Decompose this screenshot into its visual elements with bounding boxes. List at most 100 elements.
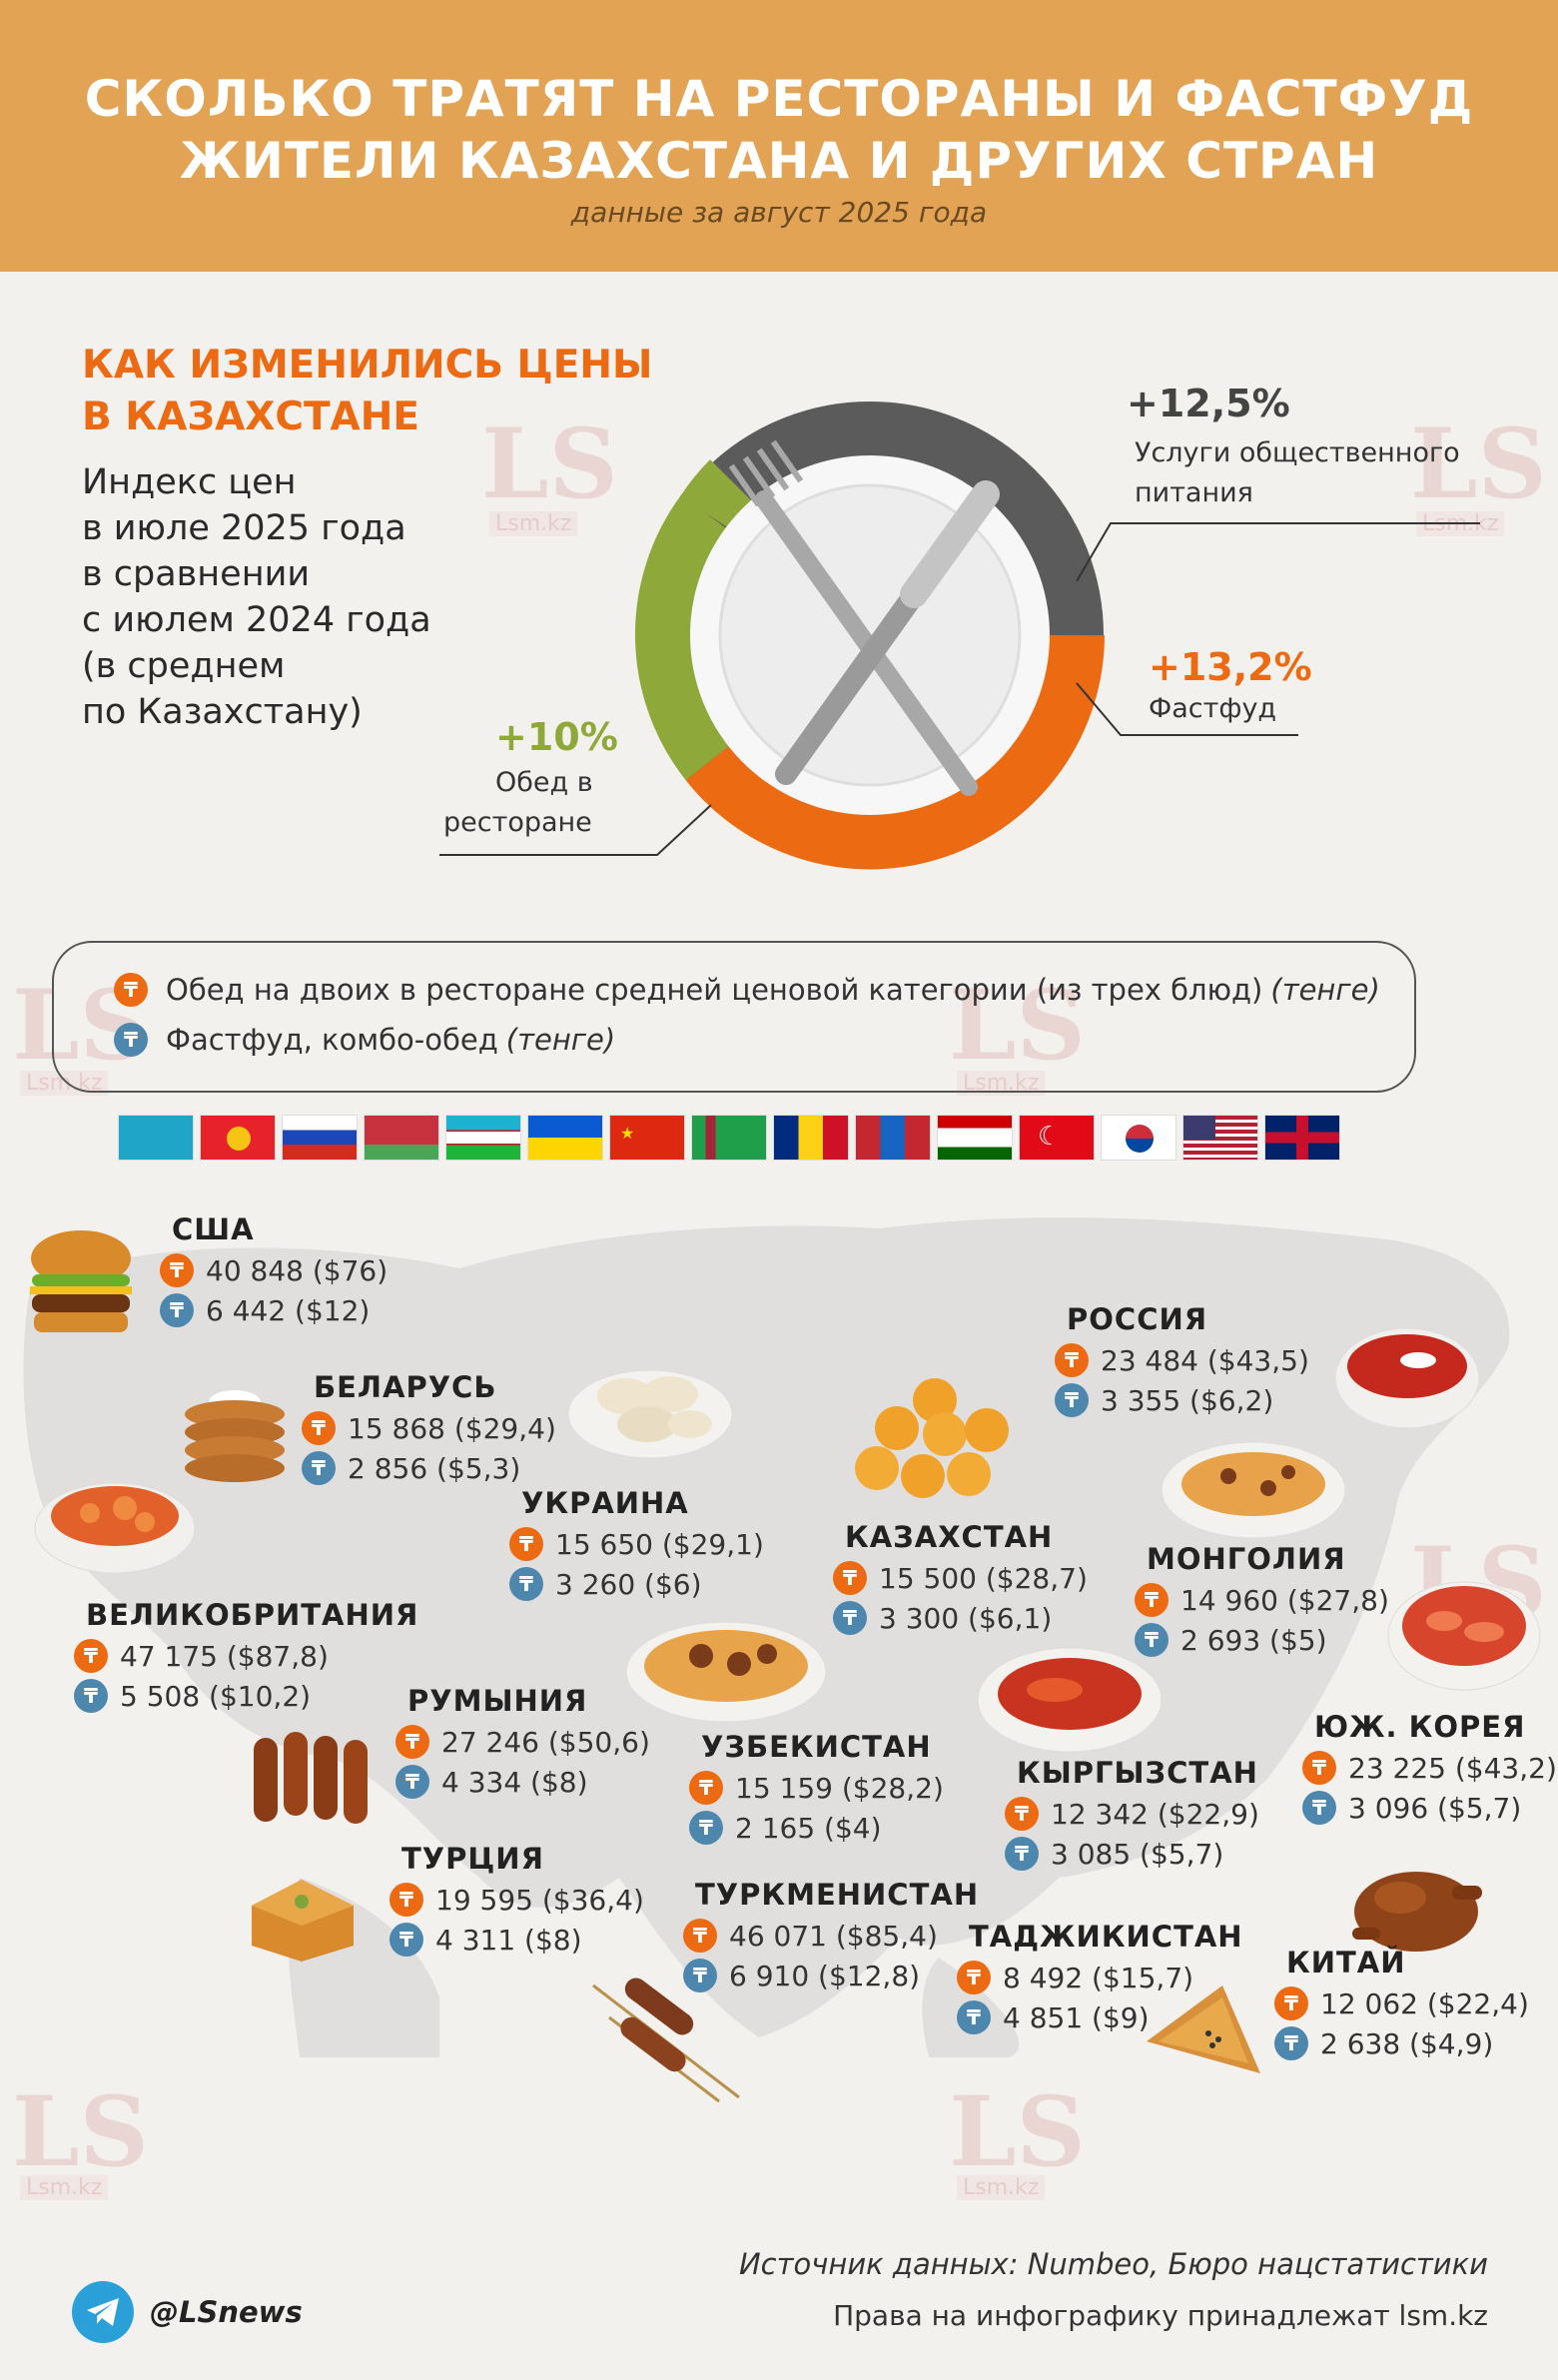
sausages-icon <box>254 1732 368 1824</box>
watermark-logo: LS <box>1410 407 1547 520</box>
legend-item-fastfood: ₸ Фастфуд, комбо-обед (тенге) <box>114 1023 615 1057</box>
tenge-badge-icon: ₸ <box>1005 1837 1039 1871</box>
tenge-badge-icon: ₸ <box>114 973 148 1007</box>
tenge-badge-icon: ₸ <box>160 1253 194 1287</box>
dumplings-icon <box>567 1369 733 1459</box>
country-uzbekistan: УЗБЕКИСТАН ₸ 15 159 ($28,2) ₸ 2 165 ($4) <box>689 1730 944 1848</box>
kebab-skewers-icon <box>592 1978 740 2103</box>
fastfood-price: 4 851 ($9) <box>1003 2000 1150 2034</box>
country-name: ВЕЛИКОБРИТАНИЯ <box>86 1598 419 1632</box>
restaurant-price: 14 960 ($27,8) <box>1180 1583 1389 1617</box>
services-label-line2: питания <box>1135 477 1253 508</box>
section-title-line1: КАК ИЗМЕНИЛИСЬ ЦЕНЫ <box>82 343 653 388</box>
tenge-badge-icon: ₸ <box>302 1451 336 1485</box>
tenge-badge-icon: ₸ <box>74 1639 108 1673</box>
flag-south-korea-icon <box>1101 1115 1176 1161</box>
tenge-badge-icon: ₸ <box>509 1527 543 1561</box>
country-name: США <box>172 1212 255 1246</box>
fastfood-price: 2 638 ($4,9) <box>1320 2026 1494 2060</box>
restaurant-price: 23 484 ($43,5) <box>1101 1343 1309 1377</box>
flag-tajikistan-icon <box>937 1115 1013 1161</box>
country-name: ЮЖ. КОРЕЯ <box>1314 1710 1526 1744</box>
page-title-line2: ЖИТЕЛИ КАЗАХСТАНА И ДРУГИХ СТРАН <box>179 132 1379 190</box>
tenge-badge-icon: ₸ <box>74 1679 108 1713</box>
legend-box: ₸ Обед на двоих в ресторане средней цено… <box>52 941 1416 1093</box>
country-romania: РУМЫНИЯ ₸ 27 246 ($50,6) ₸ 4 334 ($8) <box>395 1684 650 1802</box>
plov-plate-icon <box>625 1621 827 1723</box>
tenge-badge-icon: ₸ <box>689 1771 723 1805</box>
tenge-badge-icon: ₸ <box>957 2000 991 2034</box>
services-leader-line <box>1076 522 1480 582</box>
watermark-site: Lsm.kz <box>957 2175 1046 2200</box>
flag-russia-icon <box>282 1115 358 1161</box>
flag-china-icon: ★ <box>609 1115 685 1161</box>
tenge-badge-icon: ₸ <box>390 1883 423 1917</box>
country-name: УКРАИНА <box>521 1486 689 1520</box>
legend-restaurant-text: Обед на двоих в ресторане средней ценово… <box>166 973 1263 1007</box>
tenge-badge-icon: ₸ <box>1302 1791 1336 1825</box>
plate-donut-chart <box>634 401 1105 870</box>
flag-romania-icon <box>773 1115 849 1161</box>
country-kazakhstan: КАЗАХСТАН ₸ 15 500 ($28,7) ₸ 3 300 ($6,1) <box>833 1520 1088 1638</box>
restaurant-leader-line <box>439 804 712 856</box>
country-name: ТУРЦИЯ <box>401 1842 544 1876</box>
country-kyrgyzstan: КЫРГЫЗСТАН ₸ 12 342 ($22,9) ₸ 3 085 ($5,7) <box>1005 1756 1259 1874</box>
country-turkmenistan: ТУРКМЕНИСТАН ₸ 46 071 ($85,4) ₸ 6 910 ($12… <box>683 1878 979 1995</box>
source-note: Источник данных: Numbeo, Бюро нацстатист… <box>738 2247 1488 2281</box>
restaurant-label-line1: Обед в <box>495 767 593 798</box>
telegram-link[interactable]: @LSnews <box>72 2281 303 2343</box>
tenge-badge-icon: ₸ <box>1302 1751 1336 1785</box>
tenge-badge-icon: ₸ <box>1274 2026 1308 2060</box>
restaurant-price: 23 225 ($43,2) <box>1348 1751 1557 1785</box>
fastfood-pct: +13,2% <box>1149 645 1312 689</box>
tenge-badge-icon: ₸ <box>683 1959 717 1992</box>
country-china: КИТАЙ ₸ 12 062 ($22,4) ₸ 2 638 ($4,9) <box>1274 1946 1529 2063</box>
tenge-badge-icon: ₸ <box>395 1765 429 1799</box>
fastfood-price: 3 260 ($6) <box>555 1567 702 1601</box>
donut-segment-restaurant <box>634 494 735 781</box>
restaurant-price: 15 650 ($29,1) <box>555 1527 764 1561</box>
page-subtitle: данные за август 2025 года <box>570 196 988 229</box>
restaurant-price: 40 848 ($76) <box>206 1253 389 1287</box>
legend-fastfood-text: Фастфуд, комбо-обед <box>166 1023 498 1057</box>
index-text-line: с июлем 2024 года <box>82 600 431 640</box>
tenge-badge-icon: ₸ <box>1135 1583 1168 1617</box>
restaurant-price: 8 492 ($15,7) <box>1003 1961 1194 1994</box>
restaurant-pct: +10% <box>495 715 618 759</box>
baursak-icon <box>855 1378 1009 1498</box>
tenge-badge-icon: ₸ <box>1005 1797 1039 1831</box>
legend-restaurant-unit: (тенге) <box>1270 973 1380 1007</box>
country-name: ТАДЖИКИСТАН <box>969 1920 1243 1954</box>
tenge-badge-icon: ₸ <box>395 1725 429 1759</box>
restaurant-price: 27 246 ($50,6) <box>441 1725 650 1759</box>
header-banner: СКОЛЬКО ТРАТЯТ НА РЕСТОРАНЫ И ФАСТФУД ЖИ… <box>0 0 1558 272</box>
borscht-bowl-icon <box>1334 1327 1480 1429</box>
baklava-icon <box>252 1880 354 1962</box>
restaurant-price: 19 595 ($36,4) <box>435 1883 644 1917</box>
watermark-site: Lsm.kz <box>20 2175 109 2200</box>
flag-mongolia-icon <box>855 1115 931 1161</box>
section-title-line2: В КАЗАХСТАНЕ <box>82 395 420 439</box>
tenge-badge-icon: ₸ <box>833 1561 867 1595</box>
tenge-badge-icon: ₸ <box>114 1023 148 1057</box>
country-tajikistan: ТАДЖИКИСТАН ₸ 8 492 ($15,7) ₸ 4 851 ($9) <box>957 1920 1243 2037</box>
country-name: КЫРГЫЗСТАН <box>1017 1756 1258 1790</box>
tenge-badge-icon: ₸ <box>683 1919 717 1953</box>
country-name: РУМЫНИЯ <box>407 1684 588 1718</box>
country-name: КИТАЙ <box>1286 1946 1406 1980</box>
flag-ukraine-icon <box>527 1115 603 1161</box>
services-label-line1: Услуги общественного <box>1135 437 1460 468</box>
telegram-icon <box>72 2281 134 2343</box>
flag-usa-icon <box>1182 1115 1258 1161</box>
flags-row: ★ ☾ <box>118 1115 1346 1161</box>
restaurant-price: 12 342 ($22,9) <box>1051 1797 1259 1831</box>
restaurant-price: 15 868 ($29,4) <box>348 1411 556 1445</box>
country-turkey: ТУРЦИЯ ₸ 19 595 ($36,4) ₸ 4 311 ($8) <box>390 1842 644 1960</box>
tenge-badge-icon: ₸ <box>1055 1383 1089 1417</box>
curry-bowl-icon <box>34 1482 196 1574</box>
fastfood-price: 4 311 ($8) <box>435 1923 582 1957</box>
fastfood-price: 2 165 ($4) <box>735 1811 882 1845</box>
index-text-line: в сравнении <box>82 554 311 594</box>
tenge-badge-icon: ₸ <box>957 1961 991 1994</box>
kimchi-icon <box>1387 1581 1541 1691</box>
